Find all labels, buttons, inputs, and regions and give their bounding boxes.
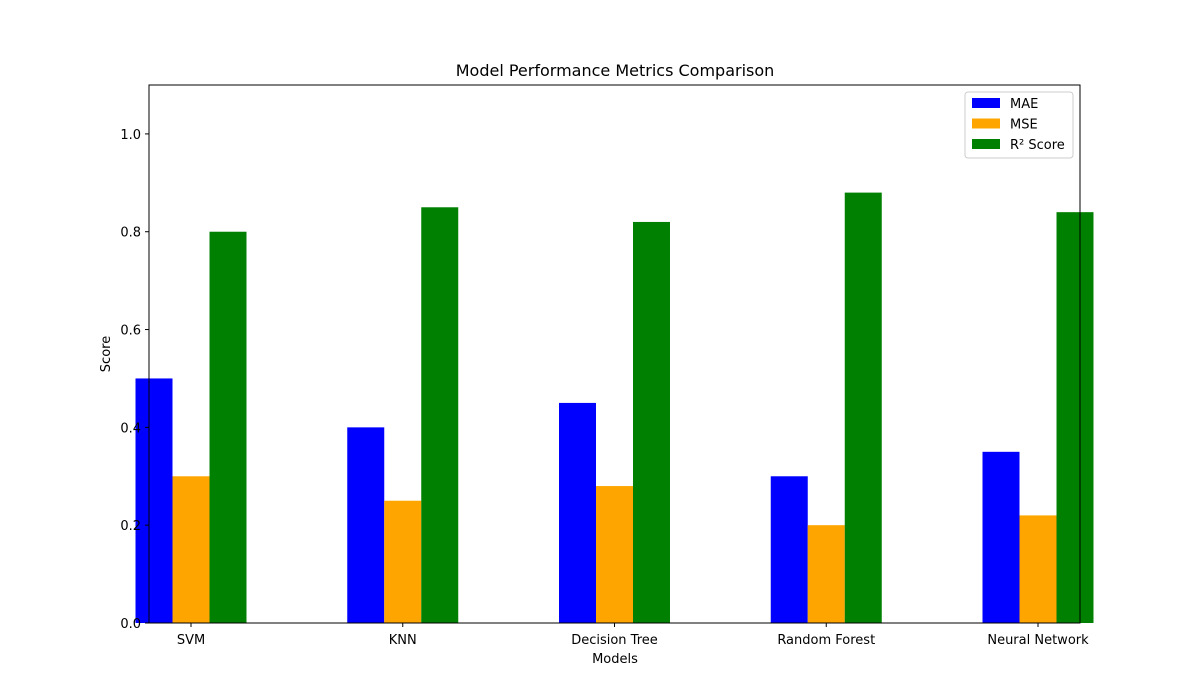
x-tick-label: SVM xyxy=(177,633,205,648)
bar-r-score-random-forest xyxy=(844,192,882,623)
x-tick-label: Decision Tree xyxy=(571,633,658,648)
bars-layer xyxy=(135,192,1094,624)
chart-title: Model Performance Metrics Comparison xyxy=(456,61,775,80)
y-tick-label: 1.0 xyxy=(120,128,141,143)
plot-frame xyxy=(148,84,1081,624)
y-tick-label: 0.0 xyxy=(120,617,141,632)
bar-mae-decision-tree xyxy=(559,402,596,623)
bar-mae-knn xyxy=(347,427,385,623)
legend-swatch xyxy=(972,118,1000,129)
bar-mae-random-forest xyxy=(770,476,808,623)
legend-swatch xyxy=(972,98,1000,108)
x-tick-label: KNN xyxy=(389,633,417,648)
y-tick-label: 0.8 xyxy=(120,226,141,241)
bar-r-score-knn xyxy=(421,207,459,624)
bar-r-score-decision-tree xyxy=(633,221,670,624)
bar-mse-svm xyxy=(172,476,210,623)
bar-mae-svm xyxy=(135,378,173,623)
x-tick-label: Neural Network xyxy=(987,633,1089,648)
ticks-layer: SVM KNN Decision Tree Random Forest Neural N… xyxy=(120,128,1089,648)
legend-label: R² Score xyxy=(1010,138,1065,153)
legend-swatch xyxy=(972,139,1000,149)
bar-mse-random-forest xyxy=(807,525,845,623)
bar-r-score-svm xyxy=(209,231,247,623)
x-tick-label: Random Forest xyxy=(777,633,875,648)
y-tick-label: 0.4 xyxy=(120,421,141,436)
legend-label: MAE xyxy=(1010,97,1038,112)
legend: MAE MSE R² Score xyxy=(964,91,1074,159)
bar-mse-neural-network xyxy=(1019,515,1057,623)
bar-r-score-neural-network xyxy=(1056,212,1094,623)
x-axis-label: Models xyxy=(592,652,638,667)
bar-mse-decision-tree xyxy=(596,486,633,623)
y-axis-label: Score xyxy=(99,336,114,372)
bar-mse-knn xyxy=(384,500,422,623)
y-tick-label: 0.2 xyxy=(120,519,141,534)
legend-label: MSE xyxy=(1010,118,1038,133)
y-tick-label: 0.6 xyxy=(120,324,141,339)
bar-mae-neural-network xyxy=(982,451,1020,623)
